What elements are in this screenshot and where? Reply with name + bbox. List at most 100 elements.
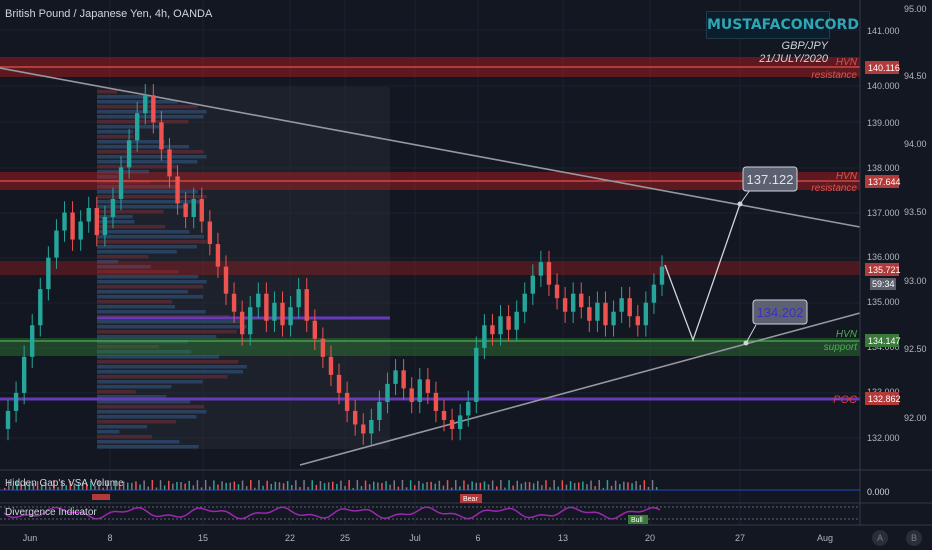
- vsa-volume-bar: [250, 480, 252, 490]
- candle-body: [239, 311, 245, 335]
- volume-profile-bar: [97, 375, 228, 379]
- level-sub-resistance-1: resistance: [811, 70, 857, 81]
- vsa-volume-bar: [163, 485, 166, 490]
- price-scale[interactable]: [860, 0, 932, 525]
- vsa-volume-bar: [200, 487, 203, 490]
- vsa-volume-bar: [336, 483, 338, 490]
- volume-profile-bar: [97, 275, 199, 279]
- volume-profile-bar: [97, 345, 159, 349]
- volume-profile-bar: [97, 365, 247, 369]
- candle-body: [62, 212, 67, 231]
- volume-profile-bar: [97, 445, 199, 449]
- volume-profile-bar: [97, 165, 178, 169]
- vsa-volume-bar: [295, 480, 297, 490]
- level-sub-resistance-2: resistance: [811, 183, 857, 194]
- candle-body: [506, 316, 511, 330]
- vsa-volume-bar: [610, 485, 613, 490]
- volume-profile-bar: [97, 310, 206, 314]
- ascending-trendline[interactable]: [299, 312, 861, 466]
- candle-body: [320, 338, 326, 357]
- candle-body: [361, 424, 366, 434]
- vsa-volume-bar: [159, 480, 162, 490]
- vsa-volume-bar: [233, 481, 236, 490]
- symbol-title[interactable]: British Pound / Japanese Yen, 4h, OANDA: [5, 8, 213, 20]
- volume-profile-bar: [97, 240, 207, 244]
- badge-140116: 140.116: [868, 63, 900, 73]
- vsa-volume-bar: [582, 481, 584, 490]
- candle-body: [417, 379, 422, 402]
- candle-body: [490, 325, 495, 335]
- badge-134147: 134.147: [868, 336, 901, 346]
- vsa-volume-bar: [86, 483, 88, 490]
- tick2-92: 92.00: [904, 413, 927, 423]
- vsa-volume-bar: [90, 480, 92, 490]
- tick2-945: 94.50: [904, 71, 927, 81]
- volume-profile-bar: [97, 190, 198, 194]
- vsa-volume-bar: [340, 480, 342, 490]
- vsa-volume-bar: [20, 484, 22, 490]
- vsa-volume-bar: [217, 484, 219, 490]
- vsa-volume-bar: [368, 484, 371, 490]
- vsa-volume-bar: [139, 484, 141, 490]
- time-label-8: 8: [107, 533, 112, 543]
- vsa-volume-bar: [147, 486, 149, 490]
- candle-body: [369, 419, 374, 434]
- volume-profile-bar: [97, 395, 167, 399]
- vsa-volume-bar: [377, 482, 379, 490]
- vsa-volume-bar: [655, 487, 658, 490]
- volume-profile-bar: [97, 320, 245, 324]
- candle-body: [46, 257, 51, 290]
- vsa-volume-bar: [122, 481, 125, 490]
- vsa-volume-bar: [360, 486, 363, 490]
- candle-body: [21, 356, 27, 393]
- callout-137122[interactable]: 137.122: [742, 166, 798, 192]
- time-label-jul: Jul: [409, 533, 421, 543]
- volume-profile-bar: [97, 100, 178, 104]
- hvn-support-zone: [0, 338, 860, 356]
- volume-profile-bar: [97, 295, 204, 299]
- bear-tag-text: Bear: [463, 496, 478, 503]
- vsa-volume-bar: [573, 482, 576, 490]
- volume-profile-bar: [97, 350, 192, 354]
- vsa-volume-bar: [221, 481, 223, 490]
- vsa-volume-bar: [467, 484, 469, 490]
- bear-marker: [460, 494, 482, 503]
- candle-body: [110, 198, 116, 218]
- vsa-volume-bar: [106, 480, 108, 490]
- vsa-volume-label[interactable]: Hidden Gap's VSA Volume: [5, 478, 124, 489]
- volume-profile-bar: [97, 325, 247, 329]
- vsa-volume-bar: [8, 480, 10, 490]
- volume-profile-bar: [97, 155, 207, 159]
- candle-body: [449, 419, 455, 429]
- vsa-volume-bar: [98, 480, 100, 490]
- vsa-volume-bar: [332, 481, 334, 490]
- button-b[interactable]: B: [906, 530, 922, 546]
- date-label: 21/JULY/2020: [759, 53, 828, 65]
- descending-trendline[interactable]: [0, 67, 861, 228]
- volume-profile-bar: [97, 440, 180, 444]
- badge-135721: 135.721: [868, 265, 901, 275]
- vsa-volume-bar: [225, 482, 227, 490]
- vsa-volume-bar: [118, 484, 121, 490]
- vsa-volume-bar: [364, 480, 367, 490]
- candle-body: [393, 370, 398, 384]
- callout-134202[interactable]: 134.202: [752, 299, 808, 325]
- time-axis[interactable]: [0, 526, 860, 550]
- candle-body: [514, 311, 519, 330]
- vsa-volume-bar: [303, 480, 305, 490]
- vsa-volume-bar: [631, 483, 633, 490]
- vsa-volume-bar: [192, 485, 195, 490]
- divergence-indicator-label[interactable]: Divergence Indicator: [5, 507, 97, 518]
- vsa-volume-bar: [483, 481, 486, 490]
- volume-profile-bar: [97, 195, 207, 199]
- candle-body: [659, 266, 665, 285]
- tick-137: 137.000: [867, 208, 900, 218]
- button-a[interactable]: A: [872, 530, 888, 546]
- vsa-volume-bar: [545, 480, 547, 490]
- vsa-volume-bar: [524, 481, 527, 490]
- vsa-volume-bar: [516, 480, 518, 490]
- vsa-volume-bar: [635, 481, 637, 490]
- vsa-volume-bar: [446, 480, 449, 490]
- candle-body: [248, 307, 253, 335]
